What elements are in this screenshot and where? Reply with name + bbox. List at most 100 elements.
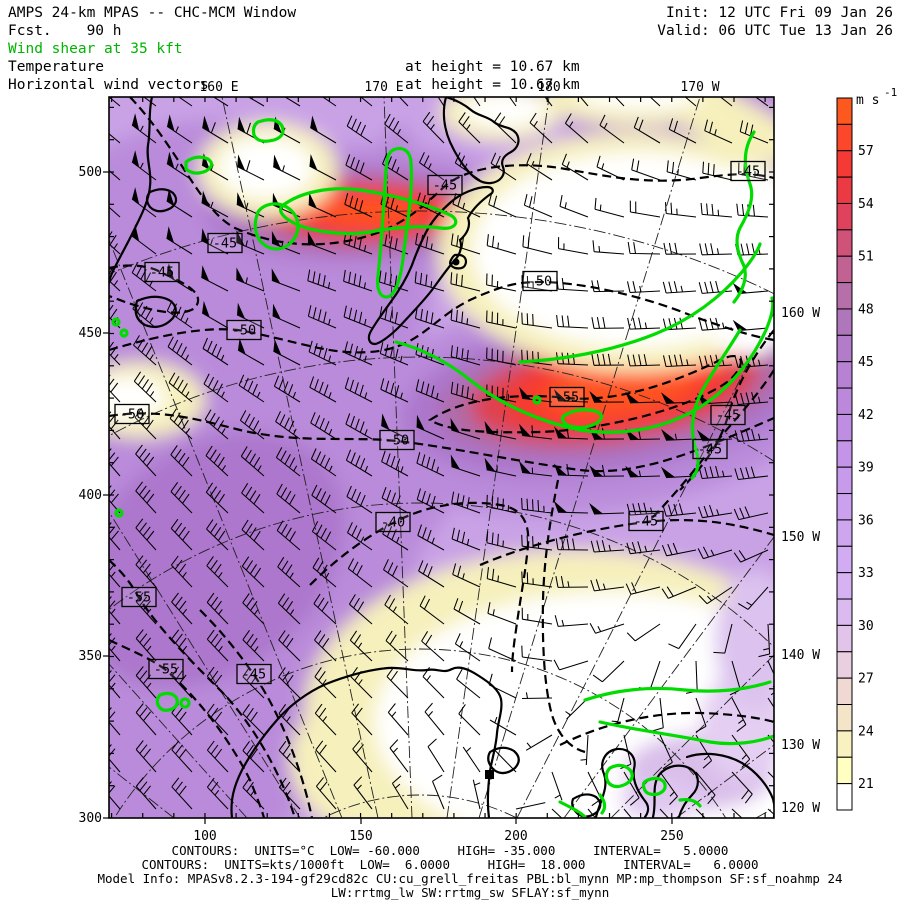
wind-barb <box>171 777 193 810</box>
wind-barb <box>451 491 481 514</box>
wind-barb <box>525 734 553 751</box>
wind-barb <box>626 280 661 294</box>
wind-barb <box>522 425 553 440</box>
wind-barb <box>522 467 553 477</box>
wind-barb-pennant <box>307 231 317 247</box>
wind-barb <box>631 158 661 181</box>
wind-barb <box>278 740 301 773</box>
wind-barb <box>450 308 481 329</box>
wind-barb <box>521 312 553 329</box>
wind-barb <box>132 298 157 329</box>
wind-barb <box>135 666 157 699</box>
colorbar-cell <box>836 229 853 257</box>
wind-barb <box>488 193 517 218</box>
wind-barb <box>307 305 337 329</box>
wind-barb <box>767 697 774 709</box>
wind-barb <box>591 353 625 366</box>
wind-barb-pennant <box>271 231 281 247</box>
wind-barb <box>698 465 733 480</box>
colorbar-cell <box>836 730 853 758</box>
wind-barb <box>662 354 697 368</box>
wind-barb-pennant <box>589 502 603 514</box>
wind-barb <box>731 808 743 818</box>
wind-barb <box>521 275 553 292</box>
wind-barb <box>166 274 193 292</box>
wind-barb <box>561 153 589 181</box>
wind-barb <box>170 481 193 514</box>
wind-barb <box>170 555 193 588</box>
wind-barb <box>422 666 445 699</box>
field-label-shear: Wind shear at 35 kft <box>8 41 183 57</box>
wind-barb <box>486 531 517 551</box>
wind-barb <box>734 428 769 443</box>
wind-barb <box>109 448 121 477</box>
wind-barb <box>591 316 625 329</box>
height-annotation-2: at height = 10.67 km <box>405 77 580 93</box>
wind-barb <box>352 739 373 773</box>
wind-barb <box>565 697 589 720</box>
wind-barb <box>277 556 301 588</box>
boundary-line-topleft <box>109 97 154 300</box>
top-longitude-label: 160 E <box>199 80 238 95</box>
right-longitude-label: 160 W <box>781 306 820 321</box>
wind-barb <box>662 317 697 331</box>
wind-barb <box>312 557 337 588</box>
wind-barb <box>109 781 121 810</box>
wind-barb-pennant <box>660 466 675 478</box>
wind-barb <box>276 520 301 551</box>
wind-barb <box>700 202 733 218</box>
wind-barb <box>668 623 697 650</box>
wind-barb <box>135 555 157 588</box>
island-topleft-1 <box>145 188 178 213</box>
wind-barb <box>109 97 121 107</box>
wind-barb <box>521 349 553 366</box>
island-topleft-2 <box>134 295 177 328</box>
wind-barb <box>734 391 769 406</box>
wind-barb <box>417 524 445 551</box>
wind-barb <box>614 97 625 107</box>
wind-barb <box>201 239 229 255</box>
wind-barb <box>626 623 661 642</box>
wind-barb-pennant <box>273 154 282 171</box>
wind-barb <box>623 808 633 818</box>
wind-barb <box>273 350 301 366</box>
field-label-wind-vectors: Horizontal wind vectors <box>8 77 209 93</box>
wind-barb <box>451 527 481 551</box>
colorbar-tick-label: 39 <box>858 461 874 476</box>
wind-barb <box>515 802 546 810</box>
wind-barb <box>212 97 229 107</box>
wind-barb <box>275 411 301 440</box>
wind-barb <box>416 452 445 477</box>
wind-barb <box>521 645 553 662</box>
wind-barb <box>452 192 481 218</box>
plot-frame <box>108 96 775 819</box>
wind-barb <box>349 630 373 662</box>
wind-barb <box>488 637 517 662</box>
colorbar-cell <box>836 308 853 336</box>
colorbar-cell <box>836 361 853 389</box>
colorbar-tick-label: 42 <box>858 408 874 423</box>
wind-barb <box>521 534 553 551</box>
wind-barb <box>236 314 265 329</box>
wind-barb <box>201 276 229 292</box>
wind-barb <box>387 703 409 736</box>
wind-barb <box>135 740 157 773</box>
wind-barb <box>580 734 589 766</box>
wind-barb-pennant <box>237 154 246 171</box>
wind-barb <box>381 450 409 477</box>
colorbar-cell <box>836 651 853 679</box>
colorbar-tick-label: 21 <box>858 777 874 792</box>
wind-barb <box>713 623 733 654</box>
wind-barb <box>664 202 697 218</box>
wind-barb <box>131 198 157 218</box>
colorbar-cell <box>836 282 853 310</box>
wind-barb <box>493 112 517 144</box>
wind-barb <box>559 195 589 218</box>
colorbar-tick-label: 27 <box>858 672 874 687</box>
wind-barb <box>666 160 697 181</box>
wind-barb <box>133 371 157 403</box>
colorbar-cell <box>836 624 853 653</box>
wind-barb <box>308 340 337 366</box>
contour-label-box <box>236 663 272 685</box>
christchurch-marker <box>452 258 460 266</box>
